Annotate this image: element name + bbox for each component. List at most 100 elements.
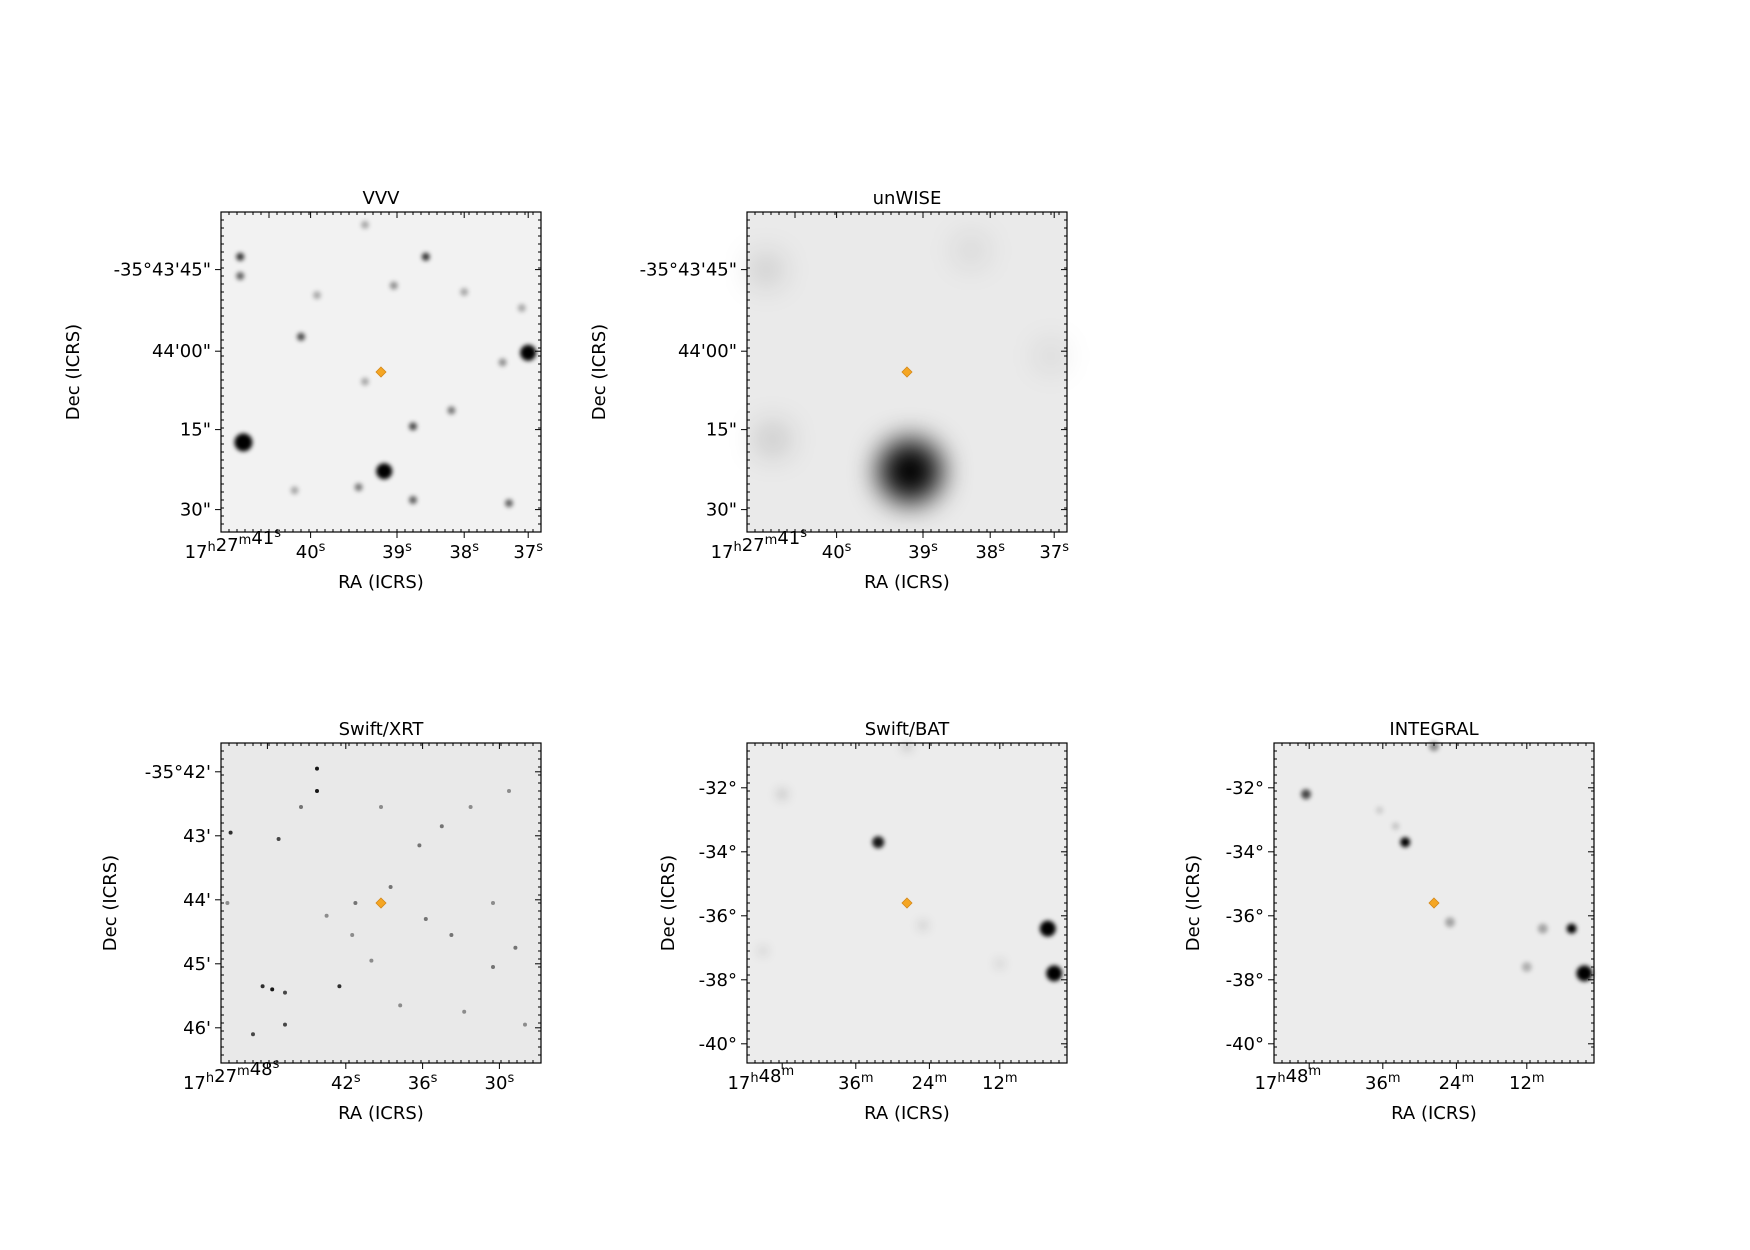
source	[1046, 965, 1063, 982]
y-tick-label: 30"	[180, 500, 211, 521]
y-tick-label: 46'	[183, 1018, 211, 1039]
source	[236, 252, 245, 261]
source	[299, 805, 303, 809]
y-tick-label: -34°	[1226, 842, 1264, 863]
x-tick-label: 12m	[982, 1071, 1018, 1094]
source	[234, 433, 253, 452]
x-axis-label: RA (ICRS)	[864, 1103, 950, 1124]
source	[398, 1003, 403, 1008]
source	[1566, 923, 1577, 934]
source	[748, 251, 785, 288]
source	[421, 252, 430, 261]
y-tick-label: -32°	[1226, 778, 1264, 799]
x-tick-label: 39s	[382, 540, 412, 563]
source	[315, 766, 319, 771]
source	[290, 486, 299, 495]
source	[758, 946, 768, 956]
source	[1035, 340, 1067, 372]
y-tick-label: -32°	[699, 778, 737, 799]
source	[354, 483, 363, 492]
x-tick-label: 17h48m	[1254, 1064, 1321, 1094]
x-tick-label: 17h48m	[727, 1064, 794, 1094]
panel-title: Swift/XRT	[339, 719, 425, 740]
x-tick-label: 38s	[975, 540, 1005, 563]
target-marker	[375, 897, 387, 909]
x-tick-label: 17h27m48s	[183, 1057, 280, 1094]
source	[462, 1009, 467, 1014]
source	[324, 913, 329, 918]
source	[225, 901, 230, 905]
source	[361, 220, 369, 229]
y-tick-label: 45'	[183, 954, 211, 975]
source	[449, 933, 454, 937]
x-tick-label: 36s	[408, 1071, 438, 1094]
source	[902, 741, 912, 752]
target-marker	[901, 897, 913, 909]
source	[523, 1022, 527, 1027]
x-tick-label: 36m	[1365, 1071, 1401, 1094]
y-tick-label: -40°	[699, 1034, 737, 1055]
y-axis-label: Dec (ICRS)	[63, 324, 84, 420]
x-axis-label: RA (ICRS)	[338, 572, 424, 593]
x-axis-label: RA (ICRS)	[864, 572, 950, 593]
source	[460, 288, 469, 296]
source	[389, 281, 398, 290]
y-tick-label: 15"	[180, 420, 211, 441]
panel-title: Swift/BAT	[865, 719, 951, 740]
target-marker	[375, 366, 387, 378]
panel: Swift/XRT RA (ICRS) Dec (ICRS) 17h27m48s 42s…	[100, 719, 542, 1124]
source	[520, 344, 537, 361]
x-tick-label: 36m	[838, 1071, 874, 1094]
source	[283, 1022, 287, 1027]
source	[447, 406, 456, 415]
y-tick-label: -36°	[699, 906, 737, 927]
x-tick-label: 24m	[912, 1071, 948, 1094]
y-tick-label: 44'	[183, 890, 211, 911]
panel: VVV RA (ICRS) Dec (ICRS) 17h27m41s 40s 39s 38s…	[63, 188, 543, 593]
panel: Swift/BAT RA (ICRS) Dec (ICRS) 17h48m 36m 24m…	[658, 719, 1068, 1124]
source	[379, 805, 383, 809]
x-axis-label: RA (ICRS)	[338, 1103, 424, 1124]
panel-title: INTEGRAL	[1389, 719, 1478, 740]
source	[439, 824, 444, 829]
source	[376, 463, 393, 480]
source	[423, 917, 428, 921]
source	[498, 358, 507, 367]
source	[361, 377, 369, 386]
y-tick-label: -35°42'	[145, 762, 211, 783]
panel: INTEGRAL RA (ICRS) Dec (ICRS) 17h48m 36m 24m 1…	[1183, 719, 1595, 1124]
x-tick-label: 42s	[331, 1071, 361, 1094]
source	[409, 422, 417, 431]
source	[260, 984, 265, 989]
x-tick-label: 12m	[1509, 1071, 1545, 1094]
source	[507, 789, 511, 793]
source	[1537, 923, 1548, 934]
y-tick-label: 44'00"	[678, 341, 737, 362]
source	[417, 843, 422, 848]
y-tick-label: -40°	[1226, 1034, 1264, 1055]
source	[1391, 822, 1400, 831]
source	[1576, 965, 1593, 982]
source	[1400, 837, 1411, 848]
x-tick-label: 37s	[513, 540, 543, 563]
source	[776, 788, 789, 801]
y-axis-label: Dec (ICRS)	[589, 324, 610, 420]
source	[337, 984, 342, 989]
x-tick-label: 17h27m41s	[711, 526, 808, 563]
source	[236, 272, 245, 280]
y-tick-label: -38°	[1226, 970, 1264, 991]
x-axis-label: RA (ICRS)	[1391, 1103, 1477, 1124]
source	[505, 499, 513, 508]
x-tick-label: 30s	[485, 1071, 515, 1094]
source	[872, 836, 885, 849]
y-tick-label: 15"	[706, 420, 737, 441]
source	[513, 945, 518, 950]
y-tick-label: -38°	[699, 970, 737, 991]
source	[228, 830, 233, 835]
source	[350, 933, 355, 937]
source	[468, 805, 473, 809]
source	[953, 232, 989, 269]
x-tick-label: 37s	[1039, 540, 1069, 563]
y-axis-label: Dec (ICRS)	[1183, 855, 1204, 951]
